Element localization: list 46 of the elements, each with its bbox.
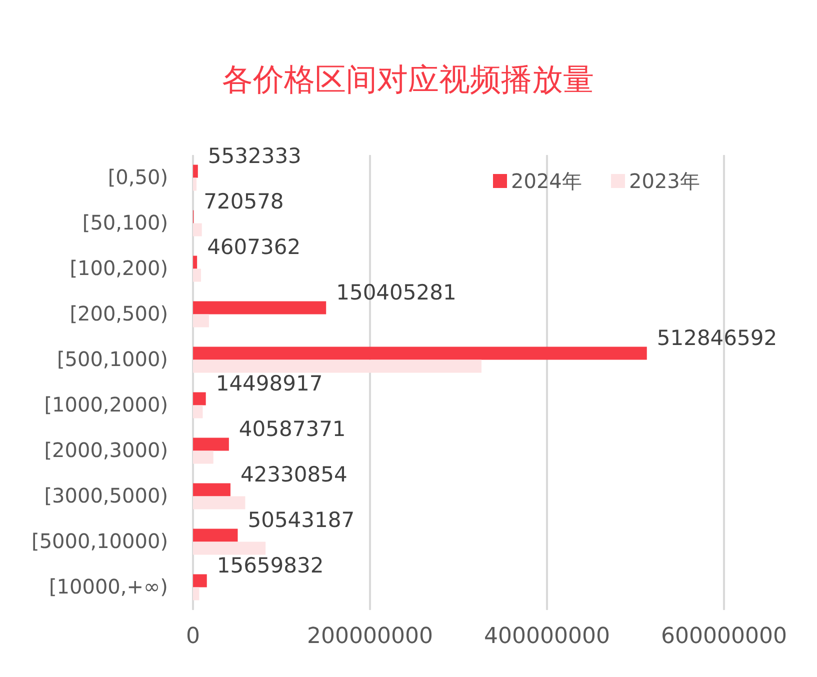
bar	[193, 360, 482, 373]
y-tick-label: [100,200)	[70, 256, 168, 280]
data-label: 720578	[204, 189, 284, 214]
bar	[193, 392, 206, 406]
x-tick-label: 600000000	[661, 624, 787, 649]
data-label: 14498917	[216, 371, 323, 396]
bar	[193, 496, 246, 510]
y-tick-label: [1000,2000)	[44, 392, 168, 417]
data-label: 512846592	[656, 326, 778, 350]
data-label: 50543187	[248, 508, 355, 532]
bar	[193, 450, 214, 464]
bar	[193, 483, 230, 496]
bar	[193, 223, 202, 236]
x-tick-label: 0	[186, 624, 200, 649]
data-label: 15659832	[216, 553, 324, 578]
data-label: 5532333	[208, 144, 302, 168]
legend-label: 2024年	[511, 169, 582, 193]
bar	[193, 542, 266, 555]
y-tick-label: [0,50)	[108, 165, 168, 190]
y-tick-label: [50,100)	[82, 210, 168, 235]
data-label: 150405281	[336, 280, 456, 304]
bar	[193, 164, 198, 178]
bar	[193, 528, 238, 542]
data-label: 42330854	[240, 462, 348, 486]
chart-title: 各价格区间对应视频播放量	[222, 62, 594, 98]
y-tick-label: [5000,10000)	[32, 529, 168, 554]
bar	[193, 178, 197, 191]
bar	[193, 346, 647, 360]
bar	[193, 587, 200, 600]
bar	[193, 314, 209, 328]
legend-label: 2023年	[629, 169, 700, 193]
y-tick-label: [3000,5000)	[44, 484, 168, 508]
data-label: 4607362	[207, 234, 301, 259]
bar	[193, 256, 198, 269]
y-tick-label: [500,1000)	[56, 347, 168, 372]
bar	[193, 268, 201, 282]
x-tick-label: 400000000	[484, 624, 610, 649]
bar	[193, 301, 326, 314]
data-label: 40587371	[238, 416, 346, 441]
bar	[193, 438, 229, 451]
bar	[193, 574, 207, 588]
y-tick-label: [2000,3000)	[44, 438, 168, 462]
y-tick-label: [10000,+∞)	[48, 574, 168, 599]
bar	[193, 405, 203, 418]
y-tick-label: [200,500)	[70, 302, 168, 326]
x-tick-label: 200000000	[307, 624, 433, 649]
